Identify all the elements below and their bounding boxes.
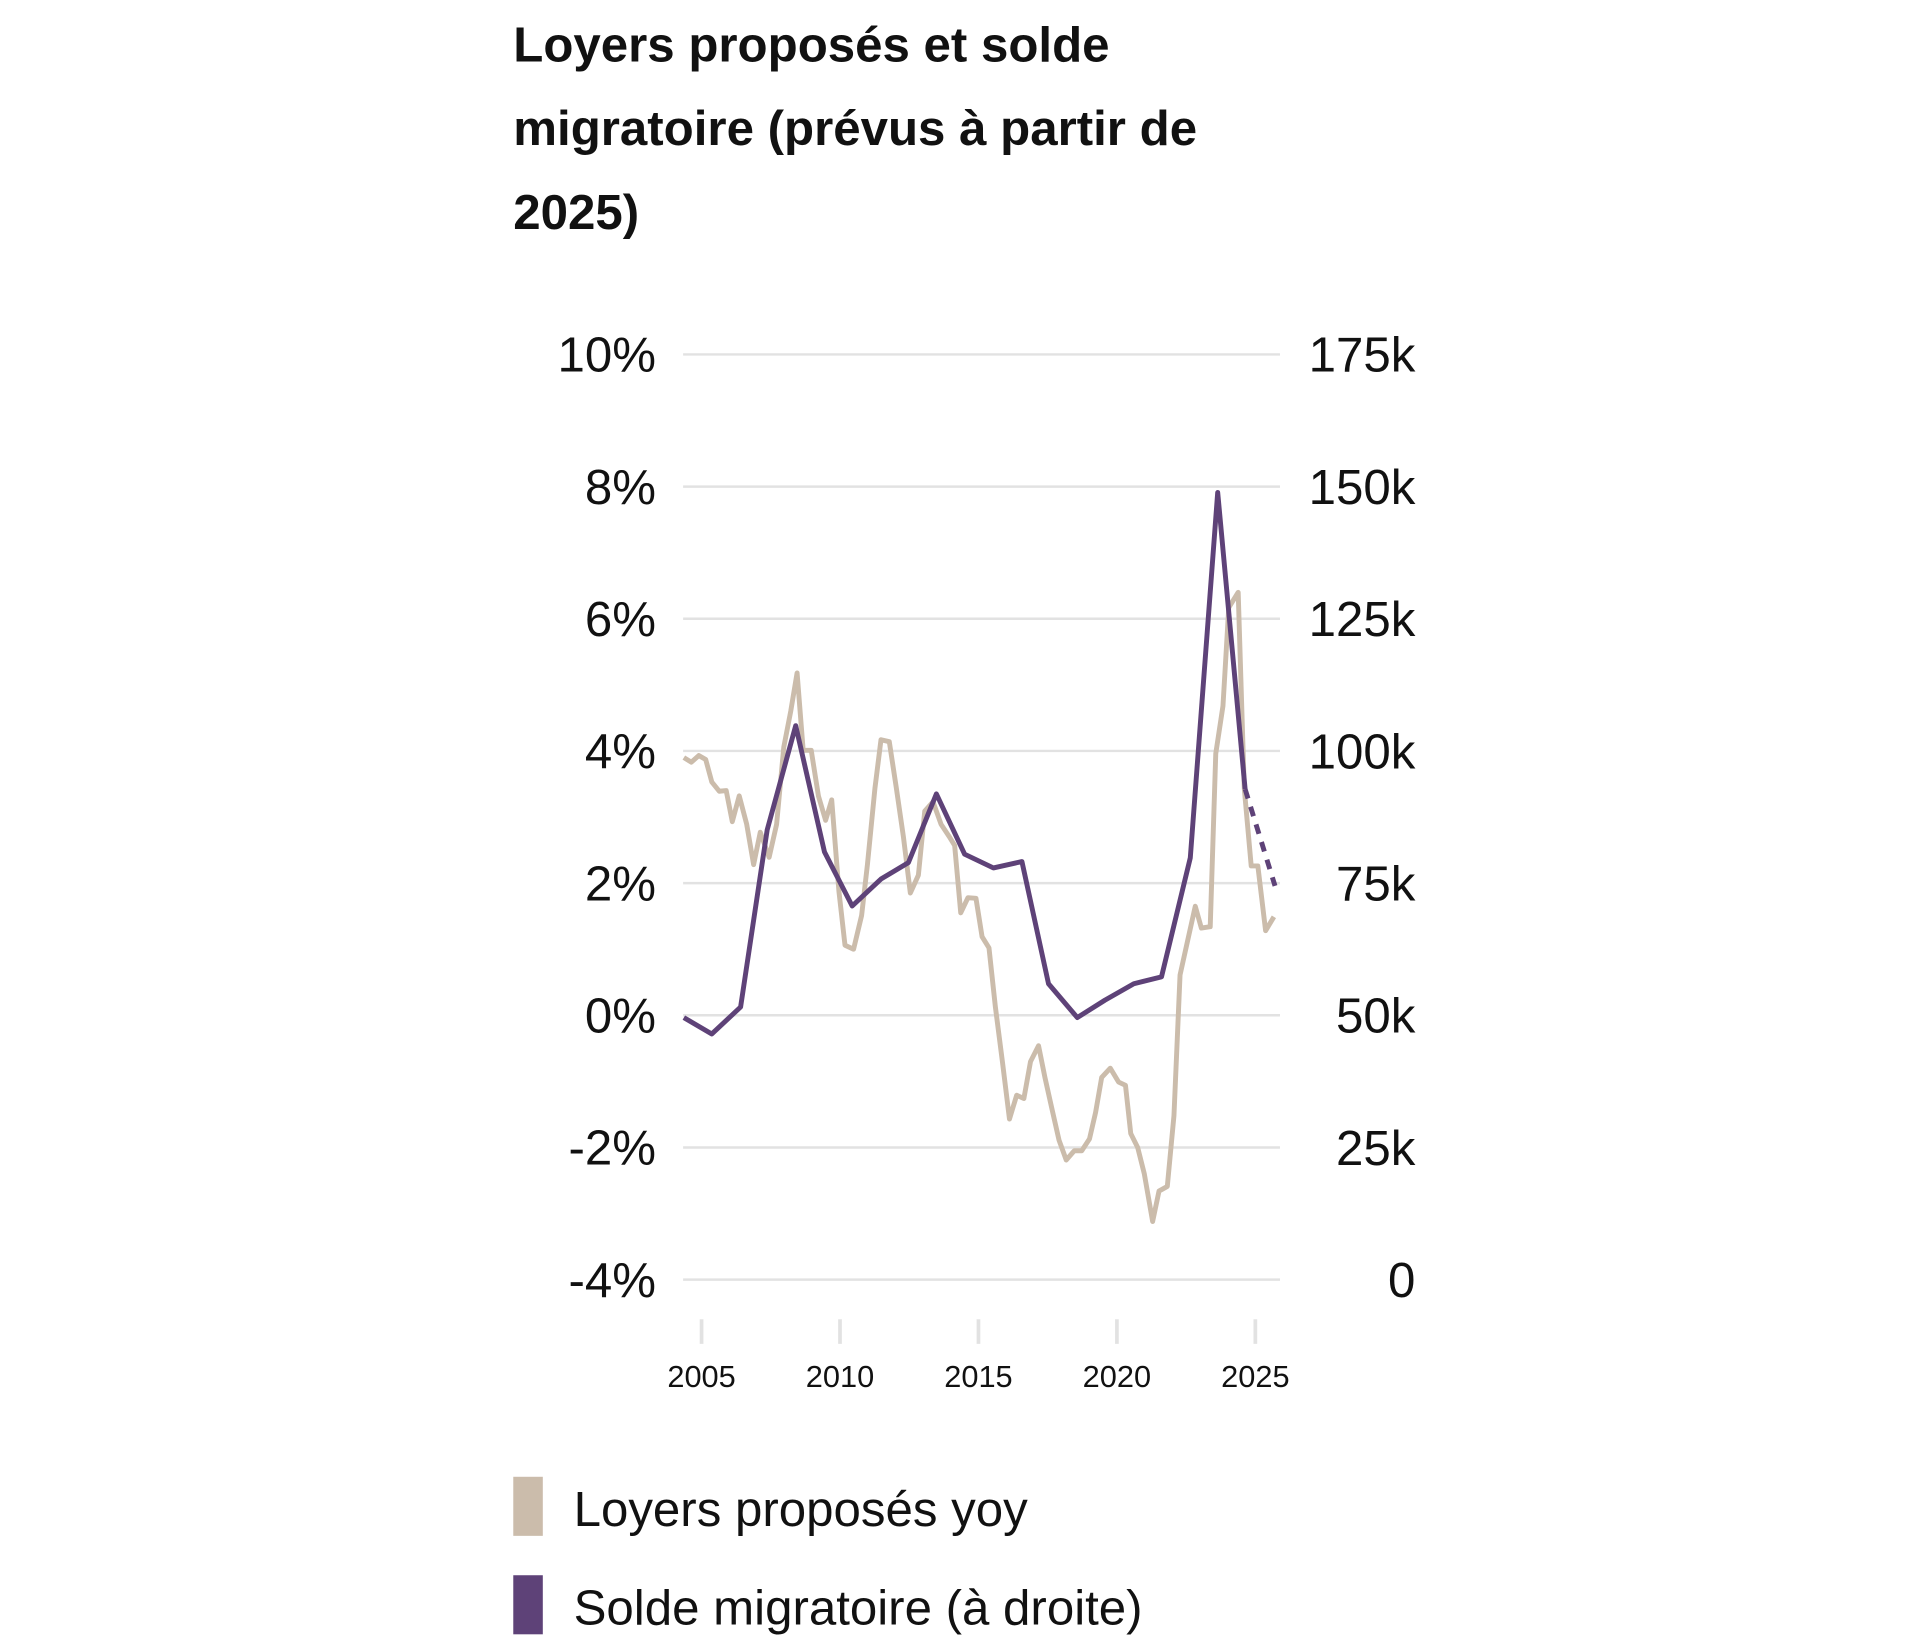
left-tick-label: -2% <box>568 1121 656 1176</box>
left-tick-label: 0% <box>585 989 656 1044</box>
legend-label-rent: Loyers proposés yoy <box>574 1482 1029 1537</box>
x-tick-label: 2020 <box>1083 1359 1151 1394</box>
left-tick-label: 8% <box>585 460 656 515</box>
right-tick-label: 150k <box>1309 460 1416 515</box>
right-tick-label: 175k <box>1309 328 1416 383</box>
legend-swatch-rent <box>513 1476 543 1536</box>
left-tick-label: 2% <box>585 856 656 911</box>
x-tick-label: 2010 <box>806 1359 874 1394</box>
right-tick-label: 75k <box>1336 856 1416 911</box>
right-tick-label: 0 <box>1388 1253 1415 1308</box>
chart-title: Loyers proposés et solde migratoire (pré… <box>513 18 1197 240</box>
x-tick-label: 2015 <box>944 1359 1012 1394</box>
right-tick-label: 25k <box>1336 1121 1416 1176</box>
legend-swatch-migration <box>513 1575 543 1635</box>
migration-line <box>682 489 1248 1037</box>
x-tick-label: 2025 <box>1221 1359 1289 1394</box>
title-line: migratoire (prévus à partir de <box>513 101 1197 156</box>
legend: Loyers proposés yoy Solde migratoire (à … <box>513 1476 1143 1635</box>
right-axis: 175k 150k 125k 100k 75k 50k 25k 0 <box>1309 328 1416 1308</box>
legend-label-migration: Solde migratoire (à droite) <box>574 1580 1143 1635</box>
right-tick-label: 125k <box>1309 592 1416 647</box>
x-tick-label: 2005 <box>667 1359 735 1394</box>
left-tick-label: 4% <box>585 724 656 779</box>
left-axis: 10% 8% 6% 4% 2% 0% -2% -4% <box>558 328 657 1308</box>
right-tick-label: 100k <box>1309 724 1416 779</box>
x-axis: 2005 2010 2015 2020 2025 <box>667 1319 1290 1394</box>
series-lines <box>682 489 1278 1224</box>
left-tick-label: 10% <box>558 328 657 383</box>
left-tick-label: 6% <box>585 592 656 647</box>
title-line: Loyers proposés et solde <box>513 18 1109 73</box>
left-tick-label: -4% <box>568 1253 656 1308</box>
rent-line <box>682 589 1277 1224</box>
right-tick-label: 50k <box>1336 989 1416 1044</box>
title-line: 2025) <box>513 185 639 240</box>
